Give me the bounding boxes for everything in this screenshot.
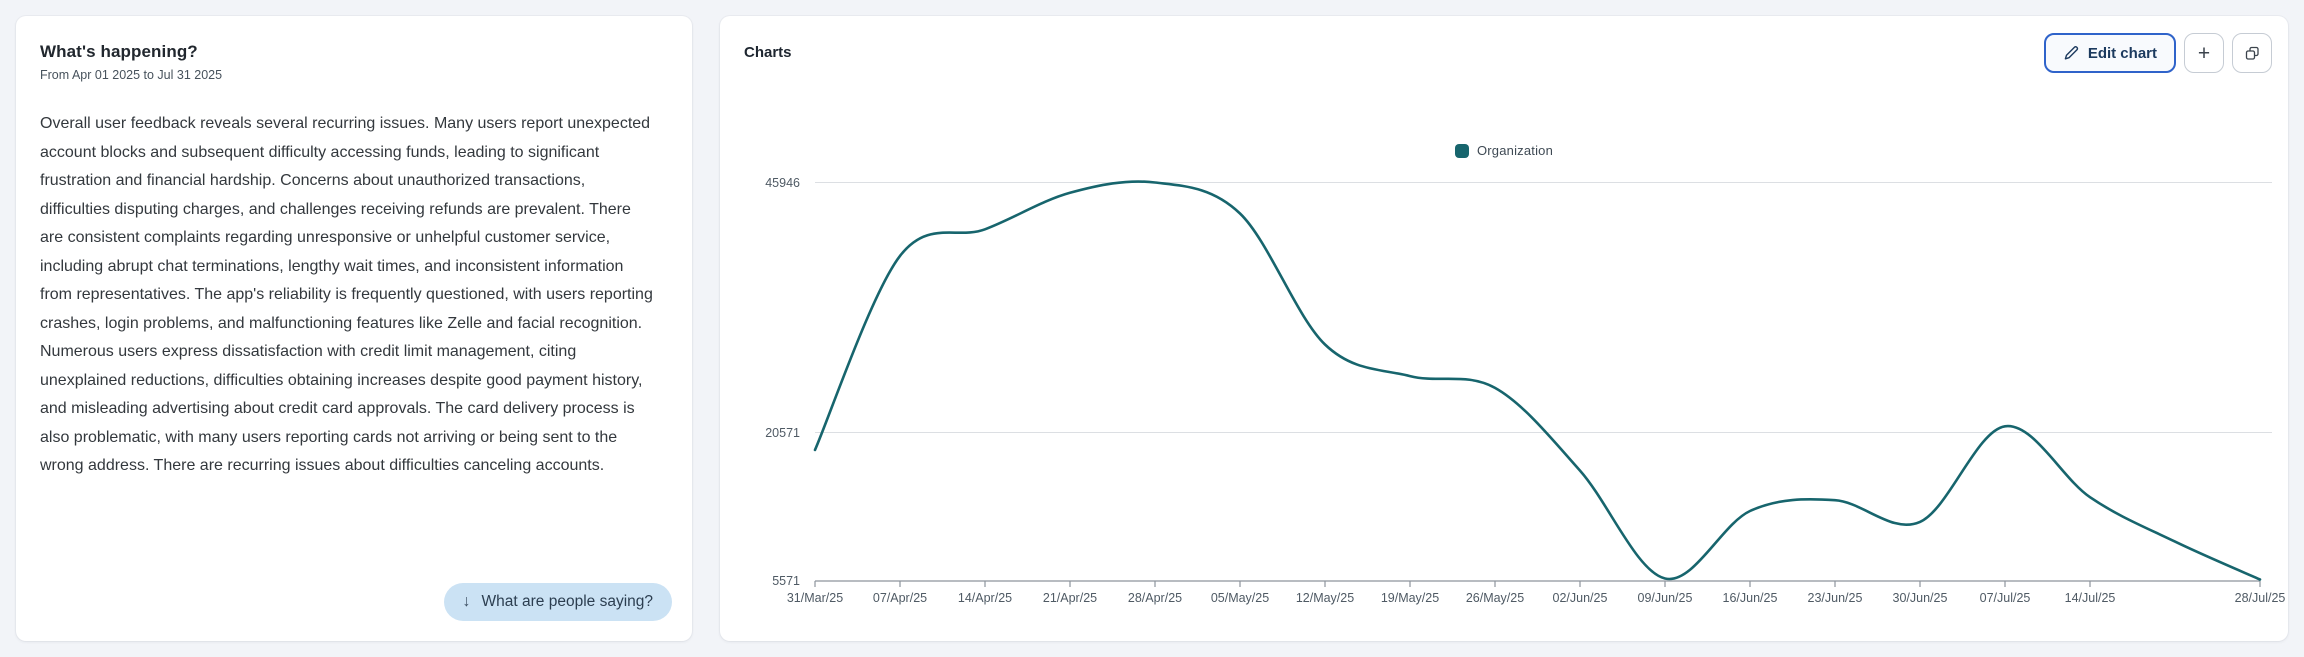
x-axis-label: 30/Jun/25 <box>1893 591 1948 605</box>
x-axis-label: 05/May/25 <box>1211 591 1269 605</box>
x-axis-label: 28/Apr/25 <box>1128 591 1182 605</box>
x-axis-label: 14/Apr/25 <box>958 591 1012 605</box>
summary-body-text: Overall user feedback reveals several re… <box>40 115 653 474</box>
x-axis-label: 23/Jun/25 <box>1808 591 1863 605</box>
y-axis-label: 20571 <box>765 426 800 440</box>
x-axis-label: 07/Apr/25 <box>873 591 927 605</box>
legend-swatch-organization <box>1454 143 1469 158</box>
x-axis-label: 12/May/25 <box>1296 591 1354 605</box>
edit-chart-button[interactable]: Edit chart <box>2043 33 2176 73</box>
cta-label: What are people saying? <box>481 593 653 610</box>
x-axis-label: 09/Jun/25 <box>1638 591 1693 605</box>
summary-title: What's happening? <box>40 42 198 61</box>
x-axis-label: 31/Mar/25 <box>787 591 843 605</box>
x-axis-label: 19/May/25 <box>1381 591 1439 605</box>
edit-chart-label: Edit chart <box>2087 44 2157 62</box>
chart-legend[interactable]: Organization <box>720 143 2288 158</box>
summary-card: What's happening? From Apr 01 2025 to Ju… <box>16 16 692 641</box>
copy-icon <box>2244 45 2261 62</box>
series-line-organization <box>813 180 2262 581</box>
x-axis-label: 07/Jul/25 <box>1980 591 2031 605</box>
summary-date-range: From Apr 01 2025 to Jul 31 2025 <box>40 68 223 82</box>
x-axis-label: 28/Jul/25 <box>2235 591 2286 605</box>
line-chart: 45946 20571 5571 31/Mar/25 07/Apr/25 14/Apr/2… <box>765 176 2286 605</box>
plus-icon: + <box>2197 41 2211 65</box>
y-axis-label: 45946 <box>765 176 800 190</box>
legend-label-organization: Organization <box>1476 143 1554 158</box>
x-axis-label: 16/Jun/25 <box>1723 591 1778 605</box>
chart-toolbar: Edit chart + <box>2043 33 2272 73</box>
y-axis-label: 5571 <box>772 574 800 588</box>
charts-title: Charts <box>744 44 792 61</box>
x-axis-label: 21/Apr/25 <box>1043 591 1097 605</box>
x-axis-label: 14/Jul/25 <box>2065 591 2116 605</box>
what-are-people-saying-button[interactable]: ↓ What are people saying? <box>443 583 672 621</box>
arrow-down-icon: ↓ <box>462 593 471 610</box>
add-chart-button[interactable]: + <box>2184 33 2224 73</box>
pencil-icon <box>2063 45 2079 61</box>
x-axis-label: 26/May/25 <box>1466 591 1524 605</box>
duplicate-chart-button[interactable] <box>2232 33 2272 73</box>
charts-card: Charts Edit chart + Organization 45 <box>720 16 2288 641</box>
x-axis-label: 02/Jun/25 <box>1553 591 1608 605</box>
